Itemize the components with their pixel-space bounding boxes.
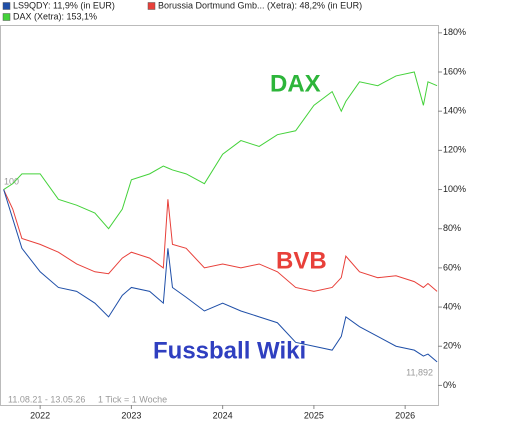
plot-frame [0, 25, 439, 406]
x-tick-label: 2023 [121, 410, 141, 420]
tick-label: 1 Tick = 1 Woche [98, 394, 167, 404]
last-label: 11,892 [406, 367, 433, 377]
legend-swatch [2, 2, 11, 10]
y-tick-label: 40% [443, 301, 461, 311]
bvb-label: BVB [276, 247, 327, 274]
legend-swatch [147, 2, 156, 10]
series-line [3, 189, 438, 292]
range-label: 11.08.21 - 13.05.26 [8, 394, 85, 404]
y-tick-label: 80% [443, 223, 461, 233]
legend-label: DAX (Xetra): 153,1% [13, 11, 97, 21]
series-line [3, 189, 438, 363]
legend-swatch [2, 13, 11, 21]
y-tick-label: 20% [443, 341, 461, 351]
y-tick-label: 140% [443, 106, 466, 116]
x-tick-label: 2026 [395, 410, 415, 420]
x-tick-label: 2025 [304, 410, 324, 420]
y-tick-label: 180% [443, 27, 466, 37]
wiki-label: Fussball Wiki [153, 337, 306, 364]
legend-label: Borussia Dortmund Gmb... (Xetra): 48,2% … [158, 0, 362, 10]
y-tick-label: 60% [443, 262, 461, 272]
y-tick-label: 160% [443, 66, 466, 76]
y-tick-label: 0% [443, 380, 456, 390]
legend-label: LS9QDY: 11,9% (in EUR) [13, 0, 115, 10]
x-tick-label: 2024 [213, 410, 233, 420]
y-tick-label: 100% [443, 184, 466, 194]
x-tick-label: 2022 [30, 410, 50, 420]
dax-label: DAX [270, 70, 321, 97]
series-line [3, 71, 438, 230]
start-label: 100 [4, 176, 19, 186]
y-tick-label: 120% [443, 145, 466, 155]
